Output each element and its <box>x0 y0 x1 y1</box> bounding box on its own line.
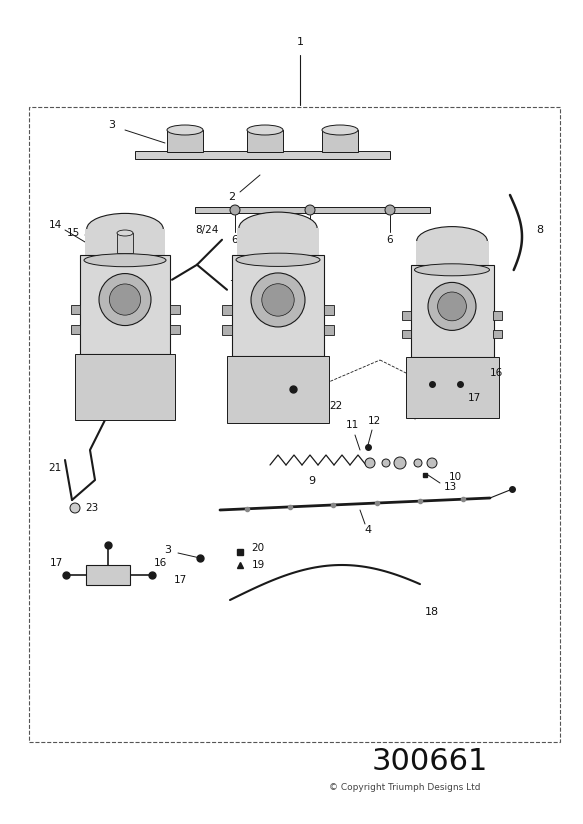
Text: 15: 15 <box>66 228 80 238</box>
Bar <box>411 265 494 357</box>
Ellipse shape <box>87 213 163 245</box>
Circle shape <box>262 283 294 316</box>
Circle shape <box>305 205 315 215</box>
Ellipse shape <box>322 125 358 135</box>
Text: 21: 21 <box>48 463 62 473</box>
Bar <box>85 229 165 260</box>
Circle shape <box>99 274 151 325</box>
Circle shape <box>414 459 422 467</box>
Text: 10: 10 <box>448 472 462 482</box>
Bar <box>170 325 180 334</box>
Ellipse shape <box>84 254 166 267</box>
Text: 14: 14 <box>48 220 62 230</box>
Ellipse shape <box>415 264 490 276</box>
Bar <box>322 130 358 152</box>
Text: 9: 9 <box>308 476 315 486</box>
Bar <box>71 325 80 334</box>
Text: 8: 8 <box>536 225 543 235</box>
Text: 17: 17 <box>468 393 480 403</box>
Bar <box>227 355 329 423</box>
Text: 8/24: 8/24 <box>195 225 219 235</box>
Bar <box>402 330 411 339</box>
Text: 3: 3 <box>108 120 115 130</box>
Circle shape <box>382 459 390 467</box>
Bar <box>493 330 502 339</box>
Bar <box>29 107 560 742</box>
Circle shape <box>251 273 305 327</box>
Text: 22: 22 <box>329 400 343 410</box>
Text: 3: 3 <box>164 545 171 555</box>
Bar <box>402 311 411 320</box>
Bar <box>324 325 333 335</box>
Circle shape <box>70 503 80 513</box>
Circle shape <box>438 292 466 321</box>
Bar <box>170 305 180 314</box>
Ellipse shape <box>239 212 317 244</box>
Text: 2: 2 <box>229 192 236 202</box>
Bar <box>71 305 80 314</box>
Bar <box>237 228 319 260</box>
Text: 17: 17 <box>50 558 62 568</box>
Text: 13: 13 <box>444 482 456 492</box>
Bar <box>324 305 333 315</box>
Bar <box>195 207 430 213</box>
Text: 16: 16 <box>489 368 503 378</box>
Text: 4: 4 <box>364 525 371 535</box>
Text: 12: 12 <box>367 416 381 426</box>
Circle shape <box>427 458 437 468</box>
Text: 6: 6 <box>231 235 238 245</box>
Text: 23: 23 <box>85 503 99 513</box>
Ellipse shape <box>117 230 133 236</box>
Text: 19: 19 <box>251 560 265 570</box>
Bar <box>117 233 133 253</box>
Bar <box>416 241 489 269</box>
Ellipse shape <box>417 227 487 255</box>
Text: 1: 1 <box>297 37 304 47</box>
Ellipse shape <box>247 125 283 135</box>
Text: © Copyright Triumph Designs Ltd: © Copyright Triumph Designs Ltd <box>329 783 481 792</box>
Bar <box>80 255 170 354</box>
Bar <box>493 311 502 320</box>
Text: 11: 11 <box>345 420 359 430</box>
Circle shape <box>428 283 476 330</box>
Text: 16: 16 <box>153 558 167 568</box>
Text: 300661: 300661 <box>372 747 488 776</box>
Ellipse shape <box>236 253 320 266</box>
Circle shape <box>385 205 395 215</box>
Circle shape <box>110 284 141 315</box>
Text: 5: 5 <box>307 235 313 245</box>
Bar <box>167 130 203 152</box>
Text: 17: 17 <box>173 575 187 585</box>
Bar <box>247 130 283 152</box>
Bar <box>232 255 324 355</box>
Circle shape <box>394 457 406 469</box>
Text: 6: 6 <box>387 235 394 245</box>
Ellipse shape <box>167 125 203 135</box>
Circle shape <box>230 205 240 215</box>
Text: 18: 18 <box>425 607 439 617</box>
Bar <box>75 354 175 420</box>
Bar <box>222 305 232 315</box>
Circle shape <box>365 458 375 468</box>
Bar <box>222 325 232 335</box>
Bar <box>86 565 130 585</box>
Bar <box>406 357 499 418</box>
Bar <box>135 151 390 159</box>
Text: 20: 20 <box>251 543 265 553</box>
Text: 7: 7 <box>229 280 236 290</box>
